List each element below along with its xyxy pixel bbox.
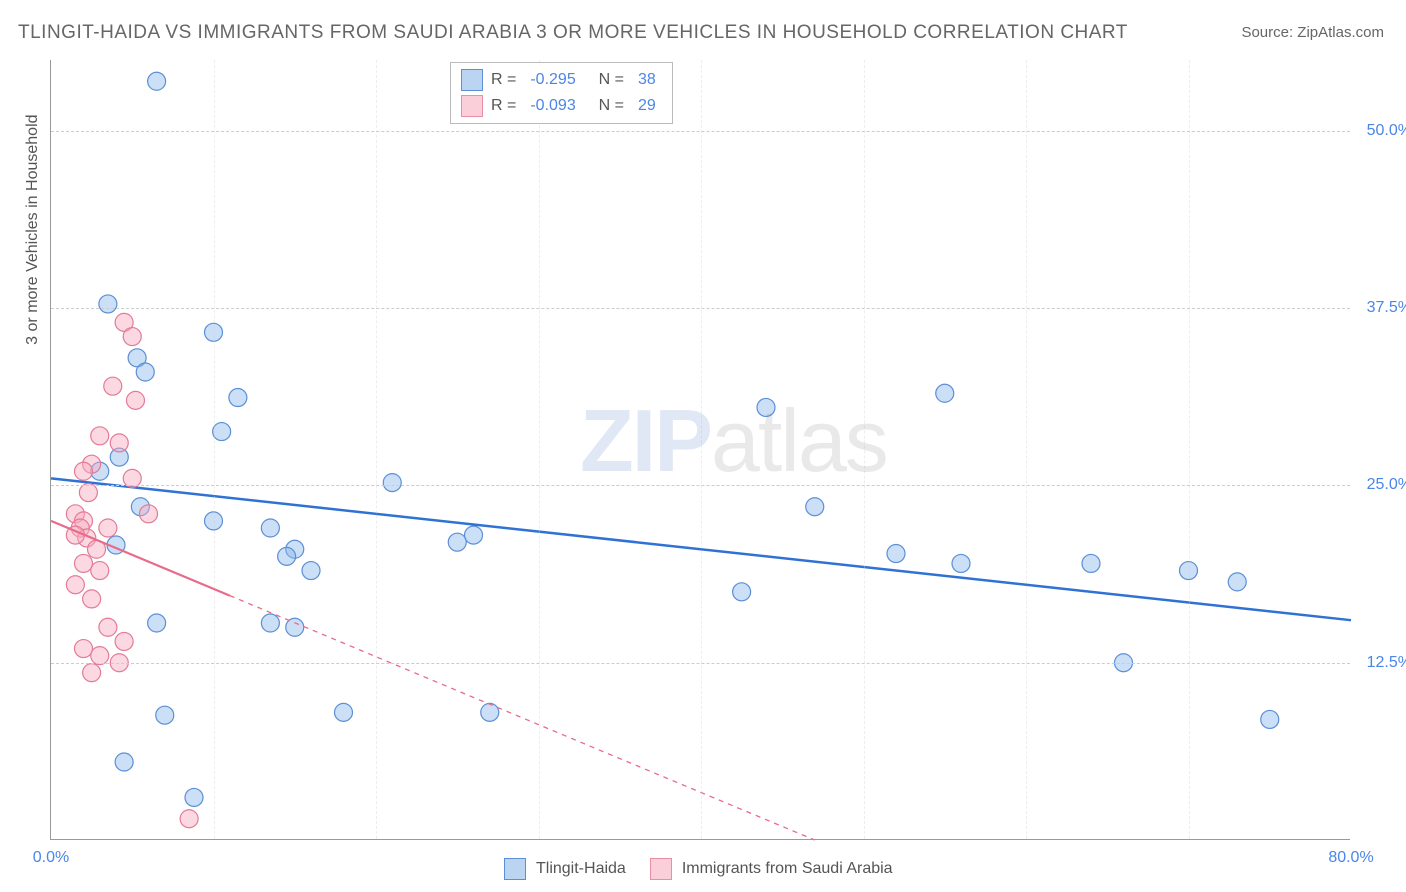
scatter-point — [1228, 573, 1246, 591]
y-tick-label: 25.0% — [1367, 476, 1406, 494]
scatter-point — [110, 434, 128, 452]
scatter-point — [75, 462, 93, 480]
scatter-point — [757, 398, 775, 416]
scatter-point — [127, 391, 145, 409]
gridline-vertical — [214, 60, 215, 839]
scatter-point — [104, 377, 122, 395]
scatter-point — [733, 583, 751, 601]
scatter-point — [213, 423, 231, 441]
page-title: TLINGIT-HAIDA VS IMMIGRANTS FROM SAUDI A… — [18, 22, 1128, 44]
x-tick-label: 0.0% — [33, 849, 69, 867]
scatter-point — [806, 498, 824, 516]
scatter-point — [115, 632, 133, 650]
scatter-point — [952, 554, 970, 572]
scatter-point — [83, 590, 101, 608]
scatter-point — [136, 363, 154, 381]
stat-n-value: 38 — [638, 71, 656, 89]
scatter-point — [302, 562, 320, 580]
scatter-point — [335, 703, 353, 721]
scatter-point — [75, 554, 93, 572]
gridline-vertical — [1026, 60, 1027, 839]
legend-swatch — [461, 69, 483, 91]
y-tick-label: 12.5% — [1367, 654, 1406, 672]
scatter-point — [1082, 554, 1100, 572]
scatter-point — [229, 389, 247, 407]
legend-swatch — [650, 858, 672, 880]
y-axis-label: 3 or more Vehicles in Household — [24, 114, 42, 344]
scatter-point — [115, 753, 133, 771]
chart-plot-area: 12.5%25.0%37.5%50.0%0.0%80.0% — [50, 60, 1350, 840]
stat-n-value: 29 — [638, 97, 656, 115]
legend-series-label: Tlingit-Haida — [536, 860, 626, 878]
stat-r-value: -0.295 — [530, 71, 575, 89]
correlation-legend: R = -0.295 N = 38R = -0.093 N = 29 — [450, 62, 673, 124]
scatter-point — [91, 427, 109, 445]
scatter-point — [148, 614, 166, 632]
x-tick-label: 80.0% — [1328, 849, 1373, 867]
gridline-vertical — [701, 60, 702, 839]
scatter-point — [99, 618, 117, 636]
scatter-point — [156, 706, 174, 724]
scatter-point — [261, 519, 279, 537]
stat-r-label: R = — [491, 97, 516, 115]
legend-series-label: Immigrants from Saudi Arabia — [682, 860, 893, 878]
stat-r-value: -0.093 — [530, 97, 575, 115]
legend-stat-row: R = -0.295 N = 38 — [461, 67, 662, 93]
legend-swatch — [504, 858, 526, 880]
legend-stat-row: R = -0.093 N = 29 — [461, 93, 662, 119]
scatter-point — [465, 526, 483, 544]
scatter-point — [448, 533, 466, 551]
gridline-vertical — [1189, 60, 1190, 839]
stat-n-label: N = — [590, 97, 624, 115]
legend-swatch — [461, 95, 483, 117]
scatter-point — [481, 703, 499, 721]
scatter-point — [936, 384, 954, 402]
scatter-point — [99, 295, 117, 313]
scatter-point — [140, 505, 158, 523]
y-tick-label: 37.5% — [1367, 299, 1406, 317]
source-attribution: Source: ZipAtlas.com — [1241, 24, 1384, 41]
scatter-point — [83, 664, 101, 682]
scatter-point — [99, 519, 117, 537]
scatter-point — [286, 618, 304, 636]
scatter-point — [148, 72, 166, 90]
regression-line-dashed — [230, 596, 815, 840]
y-tick-label: 50.0% — [1367, 122, 1406, 140]
gridline-vertical — [539, 60, 540, 839]
scatter-point — [185, 788, 203, 806]
stat-r-label: R = — [491, 71, 516, 89]
scatter-point — [75, 640, 93, 658]
gridline-vertical — [376, 60, 377, 839]
scatter-point — [123, 328, 141, 346]
scatter-point — [278, 547, 296, 565]
gridline-vertical — [864, 60, 865, 839]
scatter-point — [91, 562, 109, 580]
scatter-point — [1261, 710, 1279, 728]
series-legend: Tlingit-Haida Immigrants from Saudi Arabi… — [498, 856, 913, 882]
scatter-point — [383, 474, 401, 492]
scatter-point — [66, 576, 84, 594]
stat-n-label: N = — [590, 71, 624, 89]
scatter-point — [180, 810, 198, 828]
scatter-point — [887, 545, 905, 563]
scatter-point — [261, 614, 279, 632]
